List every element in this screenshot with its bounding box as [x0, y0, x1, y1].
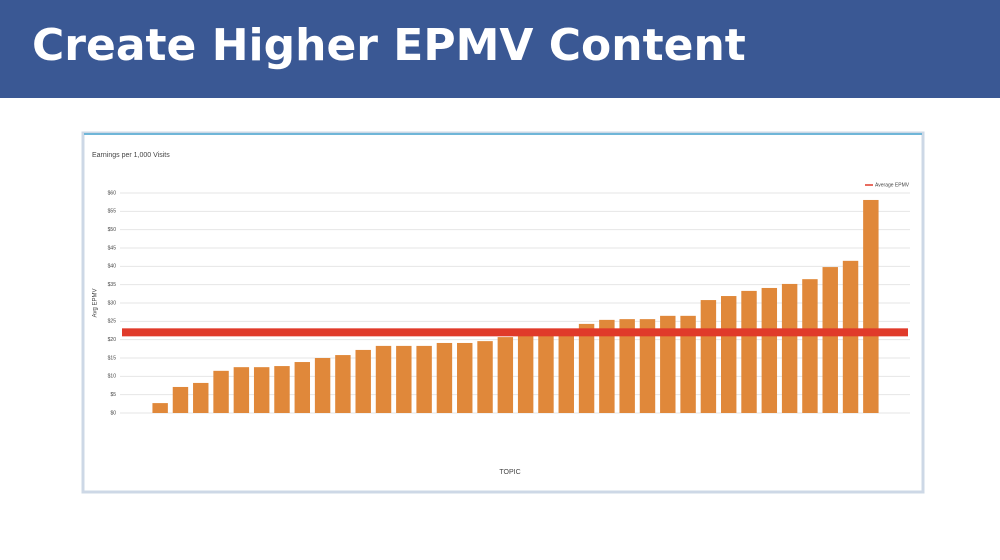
- y-tick-label: $5: [110, 392, 116, 398]
- bar: [639, 319, 656, 413]
- bar: [375, 345, 392, 413]
- bar: [152, 403, 168, 413]
- y-tick-label: $25: [108, 319, 117, 325]
- bar: [599, 319, 615, 413]
- y-axis-label: Avg EPMV: [93, 289, 99, 318]
- y-tick-label: $20: [108, 337, 117, 343]
- bar: [781, 283, 798, 413]
- average-line: [122, 328, 908, 337]
- slide-title: Create Higher EPMV Content: [32, 20, 746, 71]
- bar: [619, 319, 635, 413]
- bar: [842, 260, 859, 413]
- bar: [274, 366, 290, 413]
- bar: [700, 300, 717, 413]
- y-tick-label: $15: [108, 355, 117, 361]
- bar: [538, 334, 554, 413]
- bar: [802, 279, 818, 413]
- bar: [416, 345, 432, 413]
- bar: [233, 367, 250, 413]
- bar: [558, 334, 574, 413]
- bar: [477, 341, 493, 413]
- bar: [457, 342, 473, 413]
- bar: [741, 290, 757, 413]
- bar: [517, 336, 534, 413]
- bar: [335, 355, 351, 413]
- y-tick-label: $60: [108, 190, 117, 196]
- y-tick-label: $0: [110, 410, 116, 416]
- bar: [578, 323, 595, 413]
- bar: [314, 358, 331, 413]
- bar: [720, 296, 737, 413]
- bar: [436, 342, 453, 413]
- y-tick-label: $35: [108, 282, 117, 288]
- bar: [213, 370, 229, 413]
- bar: [660, 315, 676, 413]
- bar: [396, 345, 412, 413]
- y-tick-label: $50: [108, 227, 117, 233]
- bar: [172, 386, 189, 413]
- y-tick-label: $55: [108, 209, 117, 215]
- bar: [253, 367, 270, 413]
- y-tick-label: $10: [108, 374, 117, 380]
- bar: [761, 287, 778, 413]
- bar: [863, 199, 879, 413]
- chart-title: Earnings per 1,000 Visits: [92, 152, 170, 159]
- bar: [355, 349, 371, 413]
- y-tick-label: $30: [108, 300, 117, 306]
- bar: [294, 362, 311, 413]
- bar: [822, 267, 838, 413]
- header: Create Higher EPMV Content: [0, 0, 1000, 98]
- legend-label: Average EPMV: [875, 182, 910, 188]
- bar: [193, 382, 209, 413]
- bar: [680, 315, 696, 413]
- y-tick-label: $45: [108, 245, 117, 251]
- x-axis-label: TOPIC: [499, 469, 520, 476]
- bar: [497, 337, 514, 413]
- y-tick-label: $40: [108, 264, 117, 270]
